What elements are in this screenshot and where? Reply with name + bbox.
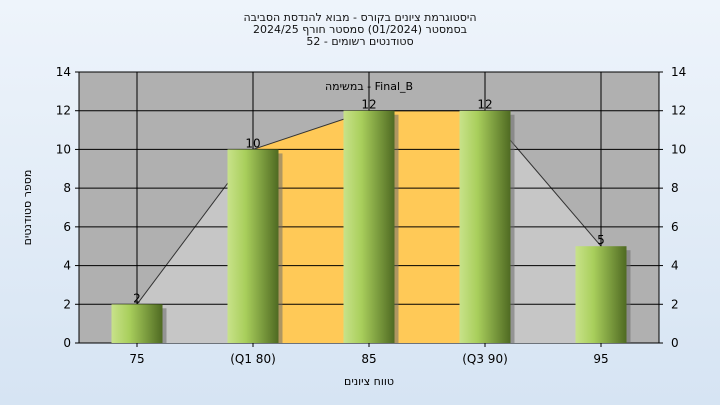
bar — [343, 110, 395, 343]
y-tick-label-left: 2 — [63, 297, 71, 311]
y-tick-label-right: 0 — [671, 336, 679, 350]
chart-title-line-2: בסמסטר (01/2024) סמסטר חורף 2024/25 — [253, 23, 467, 36]
y-tick-label-left: 8 — [63, 181, 71, 195]
data-label: 10 — [245, 136, 260, 150]
y-tick-label-left: 4 — [63, 259, 71, 273]
bar — [575, 246, 627, 343]
chart-subtitle: במשימה - Final_B — [325, 80, 413, 93]
x-tick-label: (Q1 80) — [230, 352, 276, 366]
y-tick-label-left: 0 — [63, 336, 71, 350]
y-tick-label-right: 14 — [671, 65, 686, 79]
y-tick-label-right: 6 — [671, 220, 679, 234]
bar — [459, 110, 511, 343]
y-tick-label-left: 14 — [56, 65, 71, 79]
x-tick-label: 95 — [593, 352, 608, 366]
data-label: 12 — [361, 98, 376, 112]
bar — [227, 149, 279, 343]
y-tick-label-right: 4 — [671, 259, 679, 273]
y-axis-title: מספר סטודנטים — [21, 170, 34, 246]
y-tick-label-right: 2 — [671, 297, 679, 311]
y-tick-label-left: 6 — [63, 220, 71, 234]
y-tick-label-left: 12 — [56, 104, 71, 118]
x-axis-title: טווח ציונים — [344, 375, 394, 388]
chart-title-line-1: היסטוגרמת ציונים בקורס - מבוא להנדסת הסב… — [243, 11, 477, 24]
y-tick-label-left: 10 — [56, 142, 71, 156]
x-tick-label: 75 — [129, 352, 144, 366]
x-tick-label: 85 — [361, 352, 376, 366]
chart-title-line-3: סטודנטים רשומים - 52 — [306, 35, 414, 48]
data-label: 12 — [477, 98, 492, 112]
data-label: 2 — [133, 291, 141, 305]
bar — [111, 304, 163, 343]
data-label: 5 — [597, 233, 605, 247]
y-tick-label-right: 10 — [671, 142, 686, 156]
y-tick-label-right: 12 — [671, 104, 686, 118]
y-tick-label-right: 8 — [671, 181, 679, 195]
x-tick-label: (Q3 90) — [462, 352, 508, 366]
